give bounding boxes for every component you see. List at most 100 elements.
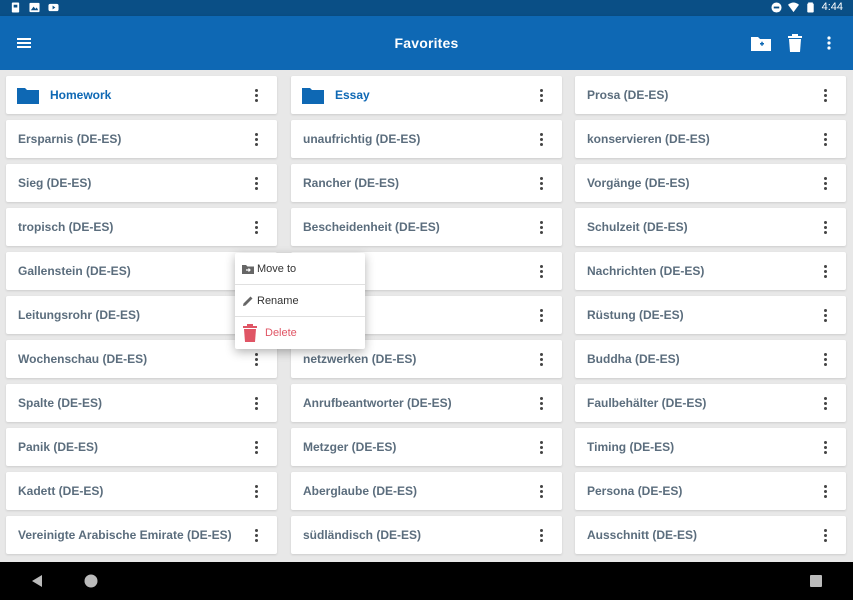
favorite-card[interactable]: Gallenstein (DE-ES)	[6, 252, 277, 290]
rename-menu-item[interactable]: Rename	[235, 285, 365, 317]
favorite-card[interactable]: Rancher (DE-ES)	[291, 164, 562, 202]
favorite-label: südländisch (DE-ES)	[303, 528, 422, 542]
more-vert-icon[interactable]	[248, 173, 264, 193]
favorite-label: Wochenschau (DE-ES)	[18, 352, 148, 366]
more-vert-icon[interactable]	[248, 525, 264, 545]
more-vert-icon[interactable]	[533, 173, 549, 193]
favorite-card[interactable]: Timing (DE-ES)	[575, 428, 846, 466]
favorite-card[interactable]: netzwerken (DE-ES)	[291, 340, 562, 378]
favorite-label: Leitungsrohr (DE-ES)	[18, 308, 140, 322]
favorite-card[interactable]: Sieg (DE-ES)	[6, 164, 277, 202]
favorite-label: Metzger (DE-ES)	[303, 440, 397, 454]
more-vert-icon[interactable]	[817, 525, 833, 545]
more-vert-icon[interactable]	[533, 437, 549, 457]
more-vert-icon[interactable]	[533, 481, 549, 501]
more-vert-icon[interactable]	[248, 349, 264, 369]
favorite-card[interactable]: Persona (DE-ES)	[575, 472, 846, 510]
favorites-grid: Homework Ersparnis (DE-ES) Sieg (DE-ES) tro…	[0, 70, 853, 562]
more-vert-icon[interactable]	[817, 85, 833, 105]
pencil-icon	[243, 296, 253, 306]
more-vert-icon[interactable]	[817, 217, 833, 237]
favorite-card[interactable]: Faulbehälter (DE-ES)	[575, 384, 846, 422]
favorite-card[interactable]: Aberglaube (DE-ES)	[291, 472, 562, 510]
more-vert-icon[interactable]	[248, 217, 264, 237]
more-vert-icon[interactable]	[817, 481, 833, 501]
favorite-card[interactable]: Anrufbeantworter (DE-ES)	[291, 384, 562, 422]
favorite-label: Prosa (DE-ES)	[587, 88, 669, 102]
more-vert-icon[interactable]	[248, 437, 264, 457]
menu-divider	[235, 284, 365, 285]
favorite-label: Anrufbeantworter (DE-ES)	[303, 396, 452, 410]
favorite-label: Gallenstein (DE-ES)	[18, 264, 131, 278]
more-vert-icon[interactable]	[533, 525, 549, 545]
new-folder-icon[interactable]	[749, 31, 773, 55]
overflow-menu-icon[interactable]	[817, 31, 841, 55]
trash-icon	[243, 324, 257, 342]
favorite-card[interactable]: Spalte (DE-ES)	[6, 384, 277, 422]
more-vert-icon[interactable]	[817, 305, 833, 325]
more-vert-icon[interactable]	[817, 129, 833, 149]
favorite-card[interactable]: Nachrichten (DE-ES)	[575, 252, 846, 290]
more-vert-icon[interactable]	[248, 85, 264, 105]
favorite-card[interactable]: Ersparnis (DE-ES)	[6, 120, 277, 158]
favorite-card[interactable]: südländisch (DE-ES)	[291, 516, 562, 554]
folder-name: Essay	[335, 88, 370, 102]
recents-icon[interactable]	[807, 572, 825, 590]
more-vert-icon[interactable]	[817, 393, 833, 413]
favorite-card[interactable]: tropisch (DE-ES)	[6, 208, 277, 246]
favorite-card[interactable]: Ausschnitt (DE-ES)	[575, 516, 846, 554]
favorite-label: Aberglaube (DE-ES)	[303, 484, 418, 498]
favorite-label: Ausschnitt (DE-ES)	[587, 528, 698, 542]
more-vert-icon[interactable]	[817, 173, 833, 193]
favorite-label: Buddha (DE-ES)	[587, 352, 680, 366]
favorite-label: Kadett (DE-ES)	[18, 484, 104, 498]
more-vert-icon[interactable]	[248, 129, 264, 149]
more-vert-icon[interactable]	[533, 393, 549, 413]
home-icon[interactable]	[82, 572, 100, 590]
favorite-card[interactable]: Wochenschau (DE-ES)	[6, 340, 277, 378]
favorite-label: Ersparnis (DE-ES)	[18, 132, 122, 146]
more-vert-icon[interactable]	[248, 481, 264, 501]
more-vert-icon[interactable]	[533, 217, 549, 237]
favorite-label: unaufrichtig (DE-ES)	[303, 132, 421, 146]
favorite-card[interactable]: Metzger (DE-ES)	[291, 428, 562, 466]
favorite-card[interactable]: Leitungsrohr (DE-ES)	[6, 296, 277, 334]
favorite-card[interactable]: Rüstung (DE-ES)	[575, 296, 846, 334]
favorite-card[interactable]: Panik (DE-ES)	[6, 428, 277, 466]
context-menu: Move to Rename Delete	[235, 253, 365, 349]
more-vert-icon[interactable]	[533, 129, 549, 149]
move-to-label: Move to	[257, 263, 297, 275]
folder-card[interactable]: Homework	[6, 76, 277, 114]
navigation-bar	[0, 562, 853, 600]
more-vert-icon[interactable]	[817, 349, 833, 369]
favorite-card[interactable]: Bescheidenheit (DE-ES)	[291, 208, 562, 246]
back-icon[interactable]	[28, 572, 46, 590]
more-vert-icon[interactable]	[248, 393, 264, 413]
move-to-menu-item[interactable]: Move to	[235, 253, 365, 285]
favorite-card[interactable]: Kadett (DE-ES)	[6, 472, 277, 510]
more-vert-icon[interactable]	[533, 261, 549, 281]
favorite-label: Faulbehälter (DE-ES)	[587, 396, 707, 410]
delete-menu-item[interactable]: Delete	[235, 317, 365, 349]
folder-card[interactable]: Essay	[291, 76, 562, 114]
favorite-card[interactable]: Vorgänge (DE-ES)	[575, 164, 846, 202]
more-vert-icon[interactable]	[533, 349, 549, 369]
more-vert-icon[interactable]	[533, 85, 549, 105]
favorite-card[interactable]: Prosa (DE-ES)	[575, 76, 846, 114]
favorite-label: konservieren (DE-ES)	[587, 132, 710, 146]
folder-name: Homework	[50, 88, 112, 102]
favorite-label: Persona (DE-ES)	[587, 484, 683, 498]
favorite-card[interactable]: unaufrichtig (DE-ES)	[291, 120, 562, 158]
folder-icon	[17, 88, 39, 104]
more-vert-icon[interactable]	[533, 305, 549, 325]
favorite-card[interactable]: Buddha (DE-ES)	[575, 340, 846, 378]
more-vert-icon[interactable]	[817, 261, 833, 281]
favorite-card[interactable]: Vereinigte Arabische Emirate (DE-ES)	[6, 516, 277, 554]
trash-icon[interactable]	[783, 31, 807, 55]
favorite-card[interactable]: konservieren (DE-ES)	[575, 120, 846, 158]
favorite-card[interactable]: Schulzeit (DE-ES)	[575, 208, 846, 246]
favorite-label: Bescheidenheit (DE-ES)	[303, 220, 440, 234]
favorite-label: Rancher (DE-ES)	[303, 176, 400, 190]
hamburger-menu-icon[interactable]	[12, 31, 36, 55]
more-vert-icon[interactable]	[817, 437, 833, 457]
